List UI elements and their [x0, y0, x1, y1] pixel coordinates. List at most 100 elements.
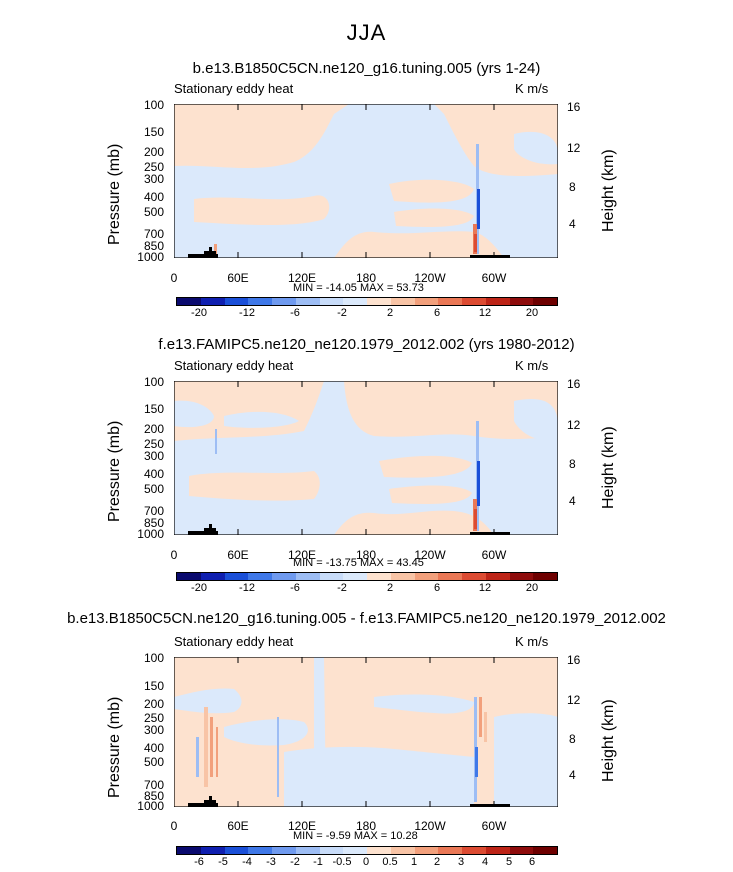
- panel-2-height-tick: 8: [569, 457, 576, 471]
- panel-1-xtick: 60E: [227, 271, 249, 285]
- panel-3-colorbar-label: 3: [457, 856, 465, 868]
- panel-2-colorbar-label: -6: [290, 582, 300, 594]
- panel-2-ytick: 300: [143, 449, 164, 463]
- panel-1-xtick: 120W: [414, 271, 446, 285]
- panel-1-streak: [477, 189, 480, 229]
- panel-1-ytick: 500: [143, 205, 164, 219]
- panel-1-ytick: 200: [143, 145, 164, 159]
- panel-2-xtick: 180: [355, 548, 377, 562]
- panel-1-ytick: 850: [143, 239, 164, 253]
- panel-1-title: b.e13.B1850C5CN.ne120_g16.tuning.005 (yr…: [192, 60, 541, 77]
- panel-2-colorbar-label: 20: [525, 582, 539, 594]
- panel-3-negative-region: [224, 719, 308, 746]
- panel-3-ytick: 300: [143, 723, 164, 737]
- panel-2-ytick: 850: [143, 516, 164, 530]
- panel-1-ylabel-right: Height (km): [600, 149, 617, 232]
- panel-2-height-tick: 16: [567, 377, 581, 391]
- panel-1-ytick: 700: [143, 227, 164, 241]
- panel-1-colorbar-label: -20: [191, 307, 207, 319]
- panel-2-xtick: 120W: [414, 548, 446, 562]
- panel-1-xtick: 0: [170, 271, 178, 285]
- panel-1-plot: [174, 104, 558, 258]
- panel-2-xtick: 120E: [287, 548, 317, 562]
- panel-3-streak: [216, 727, 218, 777]
- panel-2-ytick: 400: [143, 467, 164, 481]
- panel-3-streak: [484, 712, 487, 742]
- panel-3-streak: [210, 717, 213, 777]
- panel-3-xtick: 60E: [227, 819, 249, 833]
- panel-3-colorbar-label: 2: [433, 856, 441, 868]
- panel-3-ylabel-right: Height (km): [600, 699, 617, 782]
- panel-2-xtick: 0: [170, 548, 178, 562]
- panel-3-streak: [479, 697, 482, 737]
- panel-3-negative-region: [284, 746, 474, 807]
- panel-2-ytick: 200: [143, 422, 164, 436]
- panel-2-colorbar-label: 2: [386, 582, 394, 594]
- panel-3-negative-region: [174, 688, 242, 714]
- panel-3-variable-label: Stationary eddy heat: [174, 634, 294, 649]
- panel-3-colorbar-label: -1: [313, 856, 323, 868]
- panel-2-min-max: MIN = -13.75 MAX = 43.45: [293, 557, 424, 569]
- panel-2-ytick: 700: [143, 504, 164, 518]
- panel-2-streak: [477, 461, 480, 506]
- panel-3-streak: [204, 707, 208, 787]
- panel-2-negative-region: [174, 400, 214, 428]
- figure-title: JJA: [346, 20, 387, 45]
- panel-3-colorbar-label: -5: [218, 856, 228, 868]
- panel-2-units: K m/s: [515, 358, 549, 373]
- panel-2-ytick: 100: [143, 375, 164, 389]
- panel-2-colorbar-label: 6: [433, 582, 441, 594]
- panel-3-ylabel: Pressure (mb): [106, 696, 123, 798]
- panel-3-ytick: 150: [143, 679, 164, 693]
- panel-1-colorbar-label: -12: [239, 307, 255, 319]
- panel-3-ytick: 700: [143, 778, 164, 792]
- panel-3-colorbar-label: -2: [290, 856, 300, 868]
- panel-2-title: f.e13.FAMIPC5.ne120_ne120.1979_2012.002 …: [158, 336, 575, 353]
- panel-1-colorbar-label: -2: [337, 307, 347, 319]
- panel-2-colorbar-label: -20: [191, 582, 207, 594]
- panel-1-positive-region: [194, 195, 330, 226]
- panel-1-ytick: 400: [143, 190, 164, 204]
- panel-3-streak: [277, 717, 279, 797]
- panel-1-negative-region: [514, 131, 558, 165]
- panel-1-streak: [474, 234, 477, 252]
- panel-1-colorbar-label: 12: [478, 307, 492, 319]
- panel-3-height-tick: 12: [567, 693, 581, 707]
- panel-2-positive-region: [379, 455, 472, 478]
- panel-1-min-max: MIN = -14.05 MAX = 53.73: [293, 282, 424, 294]
- panel-3-colorbar-label: 0: [362, 856, 370, 868]
- panel-1-ytick: 100: [143, 98, 164, 112]
- panel-2-variable-label: Stationary eddy heat: [174, 358, 294, 373]
- panel-1-xtick: 180: [355, 271, 377, 285]
- panel-2-terrain: [470, 532, 510, 535]
- panel-2-negative-region: [224, 411, 299, 428]
- panel-2-height-tick: 12: [567, 418, 581, 432]
- panel-2-xtick: 60W: [481, 548, 507, 562]
- panel-1-colorbar: [176, 297, 558, 306]
- panel-1-height-tick: 12: [567, 141, 581, 155]
- panel-2-height-tick: 4: [569, 494, 576, 508]
- panel-2-ytick: 1000: [137, 527, 164, 541]
- panel-1-units: K m/s: [515, 81, 549, 96]
- panel-3-colorbar-label: 0.5: [382, 856, 398, 868]
- panel-3-colorbar-label: 1: [410, 856, 418, 868]
- panel-3-colorbar-label: -0.5: [332, 856, 352, 868]
- panel-3-negative-region: [314, 657, 326, 807]
- panel-1-height-tick: 16: [567, 100, 581, 114]
- panel-1-ytick: 150: [143, 125, 164, 139]
- panel-3-ytick: 200: [143, 697, 164, 711]
- panel-3-ytick: 850: [143, 789, 164, 803]
- panel-2-negative-region: [514, 399, 558, 442]
- panel-1-height-tick: 8: [569, 180, 576, 194]
- panel-2-ytick: 250: [143, 437, 164, 451]
- panel-2-ytick: 500: [143, 482, 164, 496]
- panel-3-ytick: 100: [143, 651, 164, 665]
- panel-2-streak: [474, 509, 477, 529]
- panel-2-ylabel-right: Height (km): [600, 426, 617, 509]
- panel-1-colorbar-label: -6: [290, 307, 300, 319]
- panel-2-streak: [215, 429, 217, 454]
- panel-1-ytick: 300: [143, 172, 164, 186]
- panel-3-min-max: MIN = -9.59 MAX = 10.28: [293, 830, 418, 842]
- panel-3-ytick: 500: [143, 755, 164, 769]
- panel-2-colorbar-label: 12: [478, 582, 492, 594]
